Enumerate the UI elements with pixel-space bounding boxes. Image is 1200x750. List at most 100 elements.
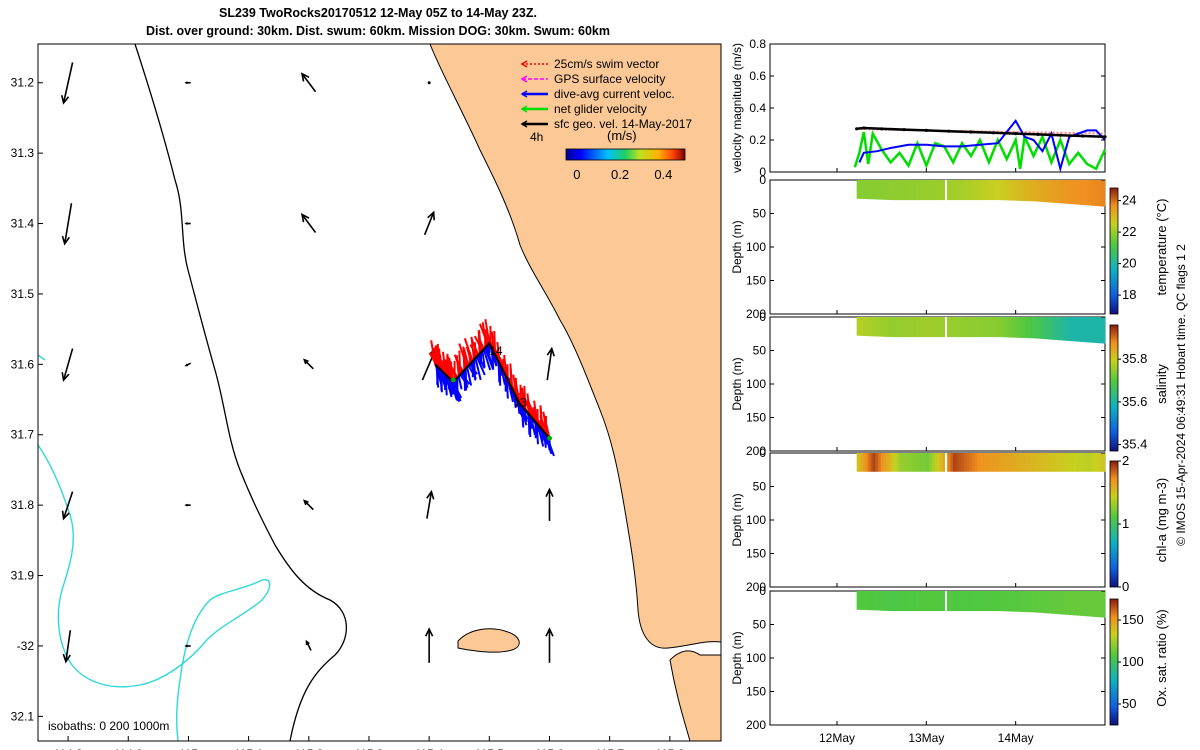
speed-colorbar-ticks: 0 0.2 0.4: [573, 167, 672, 182]
legend-arrowhead: [520, 75, 528, 83]
section-ytick-label: 50: [753, 618, 767, 632]
section-cell: [994, 317, 999, 338]
section-cell: [864, 453, 867, 472]
map-ytick-label: 31.6: [11, 357, 35, 371]
section-cell: [1026, 453, 1031, 472]
section-cell: [877, 180, 881, 200]
map-ytick-label: 31.2: [11, 76, 35, 90]
geo-arrow-shaft: [65, 630, 72, 662]
section-ytick-label: 100: [746, 513, 766, 527]
velocity-series-marker: [862, 126, 866, 130]
section-ytick-label: 150: [746, 685, 766, 699]
section-cell: [947, 180, 952, 201]
section-cell: [859, 453, 862, 472]
section-cell: [891, 453, 895, 472]
section-cell: [1001, 180, 1006, 201]
section-cell: [1051, 591, 1056, 614]
section-cell: [990, 317, 995, 338]
geo-arrow-head: [302, 358, 309, 365]
legend-arrowhead: [520, 120, 528, 128]
geo-arrow-head: [545, 627, 554, 637]
section-cell: [1019, 180, 1024, 201]
section-cell: [1015, 317, 1020, 338]
colorbar-tick-label: 1: [1122, 516, 1129, 531]
section-cell: [979, 591, 984, 612]
colorbar-tick-label: 0: [1122, 579, 1129, 594]
swim-vector: [469, 344, 478, 358]
section-cell: [1090, 453, 1093, 472]
section-cell: [910, 453, 914, 472]
geo-arrow-head: [300, 72, 310, 82]
section-cell: [983, 317, 988, 338]
map-axis-ticks: 114.8 114.9 115 115.1 115.2 115.3 115.4 115.5 11…: [11, 76, 685, 750]
section-cell: [1058, 180, 1063, 204]
section-cell: [962, 591, 967, 612]
section-cell: [1076, 317, 1081, 342]
section-cell: [872, 453, 876, 472]
geo-arrow-head: [184, 222, 188, 225]
section-cell: [962, 180, 967, 201]
section-cell: [1072, 453, 1077, 472]
section-cell: [1069, 453, 1074, 472]
map-panel: 114.8 114.9 115 115.1 115.2 115.3 115.4 115.5 11…: [11, 43, 722, 750]
section-cell: [919, 591, 924, 612]
section-cell: [1029, 453, 1034, 472]
track-line: [434, 341, 551, 439]
section-cell: [947, 317, 952, 338]
section-cell: [904, 317, 909, 338]
section-cell: [897, 591, 902, 612]
section-cell: [1094, 180, 1099, 206]
section-panel: 0 50 100 150 200 Depth (m) 0 1 2 chl-a (mg m-3): [730, 446, 1169, 594]
legend-label: sfc geo. vel. 14-May-2017: [554, 117, 692, 131]
section-cell: [1072, 180, 1077, 205]
section-ylabel: Depth (m): [730, 357, 744, 410]
section-cell: [866, 317, 871, 337]
section-cell: [1097, 453, 1101, 472]
map-frame: [37, 43, 722, 742]
section-cell: [915, 317, 920, 338]
map-xtick-label: 115.3: [354, 747, 383, 750]
section-cell: [923, 453, 927, 472]
current-vector: [457, 375, 463, 390]
section-cell: [953, 453, 957, 472]
section-cell: [877, 317, 881, 337]
section-cell: [922, 317, 927, 338]
section-cell: [880, 317, 885, 337]
section-cell: [958, 591, 963, 612]
velocity-series-marker: [924, 128, 928, 132]
colorbar-tick-label: 100: [1122, 654, 1144, 669]
section-cell: [856, 591, 861, 610]
section-cell: [912, 317, 917, 338]
section-cell: [901, 317, 906, 338]
map-title: SL239 TwoRocks20170512 12-May 05Z to 14-…: [219, 6, 537, 20]
velocity-series-marker: [880, 127, 884, 131]
section-cell: [997, 591, 1002, 612]
section-cell: [1008, 317, 1013, 338]
velocity-ticks: 0 0.2 0.4 0.6 0.8: [749, 37, 1105, 179]
colorbar-tick-label: 18: [1122, 287, 1136, 302]
section-cell: [1001, 453, 1006, 472]
section-cell: [1037, 591, 1042, 613]
section-cell: [1001, 317, 1006, 338]
island-garden: [669, 650, 721, 741]
time-axis: 12May 13May 14May: [819, 168, 1034, 745]
velocity-panel: 0 0.2 0.4 0.6 0.8 velocity magnitude (m/s): [730, 37, 1107, 179]
section-cell: [899, 453, 903, 472]
geostrophic-arrows: [60, 62, 555, 664]
section-cell: [983, 180, 988, 201]
section-cell: [1047, 317, 1052, 340]
geo-arrow-shaft: [62, 62, 74, 104]
section-cell: [1076, 453, 1081, 472]
velocity-ylabel: velocity magnitude (m/s): [730, 43, 744, 173]
velocity-series-marker: [991, 131, 995, 135]
colorbar-tick-label: 150: [1122, 612, 1144, 627]
section-cell: [963, 453, 967, 472]
section-cell: [950, 453, 954, 472]
section-cell: [1029, 180, 1034, 202]
section-cell: [1033, 180, 1038, 202]
velocity-series-line: [858, 119, 1106, 173]
velocity-frame: [769, 43, 1106, 173]
colorbar-tick-label: 35.6: [1122, 394, 1147, 409]
section-cell: [866, 453, 869, 472]
section-cell: [908, 317, 913, 338]
